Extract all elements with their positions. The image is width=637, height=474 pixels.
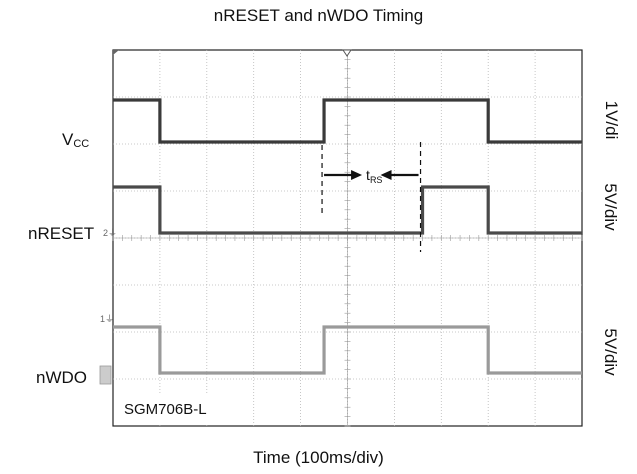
- device-label-box: [114, 393, 226, 425]
- channel2-ground-marker: 2⏚: [103, 228, 117, 238]
- vcc-channel-label: VCC: [62, 130, 90, 150]
- nreset-trace: [113, 185, 582, 235]
- trs-left-arrowhead-icon: [351, 170, 363, 180]
- device-label: SGM706B-L: [124, 401, 207, 418]
- channel3-marker: [99, 365, 112, 385]
- channel-markers: 2⏚ 1⏚: [99, 49, 352, 385]
- nwdo-trace: [113, 325, 582, 375]
- trigger-marker-icon: [342, 49, 352, 57]
- trs-annotation: tRS: [321, 142, 422, 252]
- chart-title: nRESET and nWDO Timing: [213, 6, 424, 25]
- trs-label: tRS: [366, 167, 382, 185]
- vcc-trace: [113, 98, 582, 144]
- traces: [113, 98, 582, 375]
- trs-right-arrowhead-icon: [380, 170, 392, 180]
- nwdo-channel-label: nWDO: [36, 368, 87, 387]
- grid: [112, 49, 583, 427]
- channel1-ground-marker: 1⏚: [100, 314, 114, 324]
- nreset-channel-label: nRESET: [28, 224, 95, 243]
- x-axis-label: Time (100ms/div): [253, 448, 384, 467]
- corner-marker-icon: [113, 50, 119, 55]
